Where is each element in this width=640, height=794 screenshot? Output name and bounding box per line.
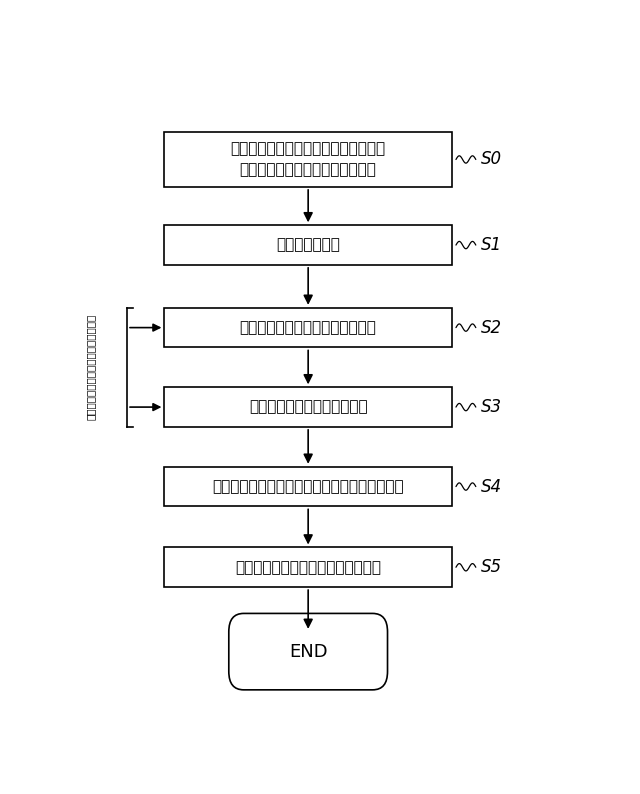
FancyBboxPatch shape xyxy=(164,225,452,265)
Text: 教示対象の指定: 教示対象の指定 xyxy=(276,237,340,252)
Text: （必要に応じてフィードバック補正）: （必要に応じてフィードバック補正） xyxy=(86,314,96,421)
FancyBboxPatch shape xyxy=(229,614,388,690)
FancyBboxPatch shape xyxy=(164,547,452,587)
Text: 制御対象機構群の教示データの出力: 制御対象機構群の教示データの出力 xyxy=(235,560,381,575)
Text: 各制御対象機構の動作の指定: 各制御対象機構の動作の指定 xyxy=(249,399,367,414)
FancyBboxPatch shape xyxy=(164,308,452,348)
FancyBboxPatch shape xyxy=(164,132,452,187)
Text: 制御対象機構群の動作シミュレーションの実行: 制御対象機構群の動作シミュレーションの実行 xyxy=(212,479,404,494)
Text: END: END xyxy=(289,642,328,661)
Text: S4: S4 xyxy=(481,477,502,495)
FancyBboxPatch shape xyxy=(164,467,452,507)
Text: S5: S5 xyxy=(481,558,502,576)
Text: S2: S2 xyxy=(481,318,502,337)
Text: S0: S0 xyxy=(481,151,502,168)
Text: 制御対象機構毎の初期状態の指定: 制御対象機構毎の初期状態の指定 xyxy=(240,320,376,335)
Text: S3: S3 xyxy=(481,398,502,416)
Text: 仮想空間における三次元モデルの表示
　連動制御タイムチャートの表示: 仮想空間における三次元モデルの表示 連動制御タイムチャートの表示 xyxy=(230,141,386,178)
Text: S1: S1 xyxy=(481,236,502,254)
FancyBboxPatch shape xyxy=(164,387,452,427)
